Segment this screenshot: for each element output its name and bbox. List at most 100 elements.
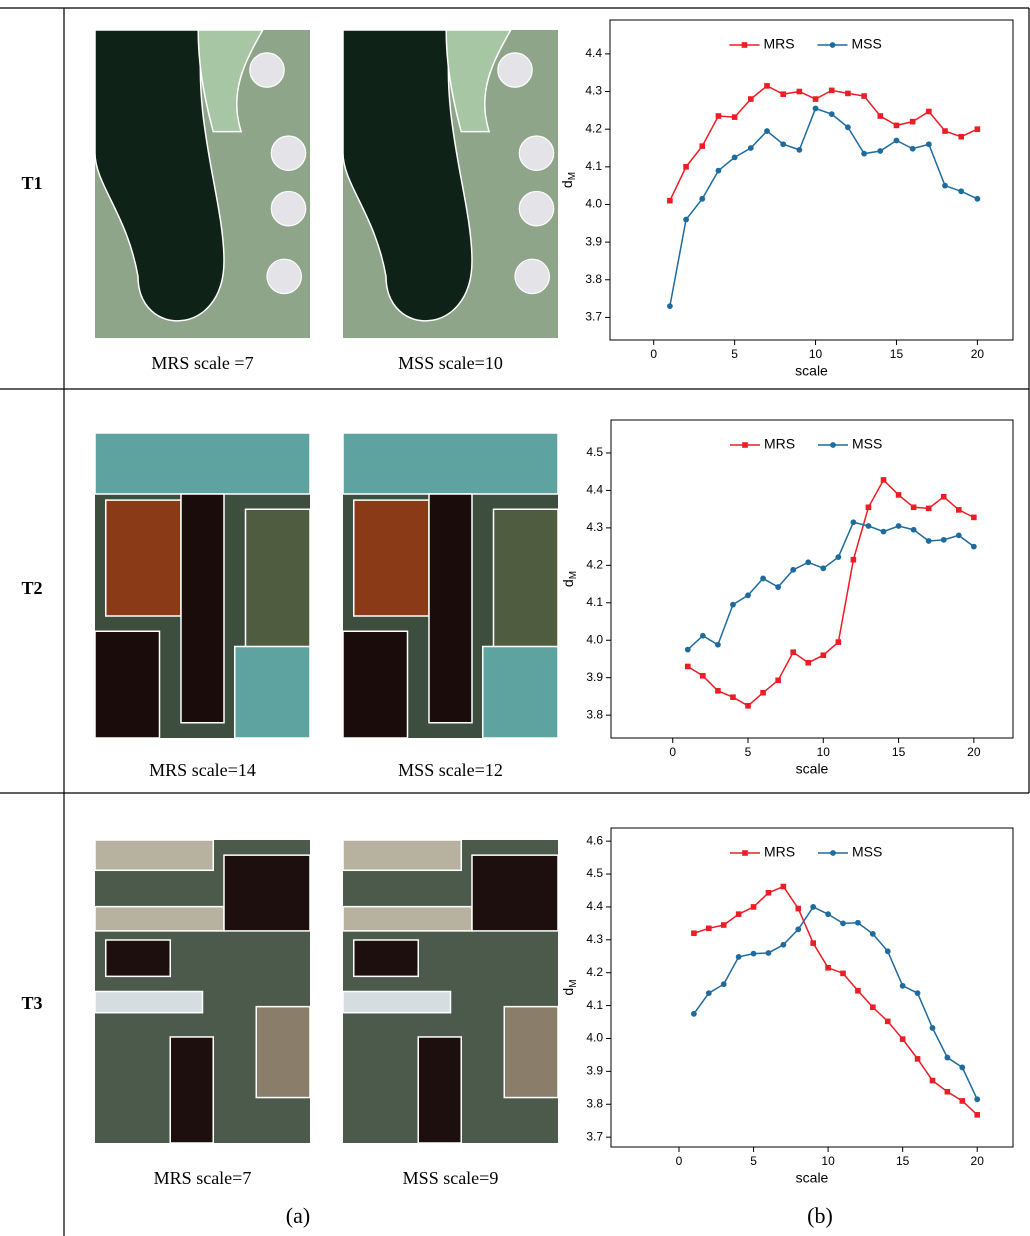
- data-point: [944, 1055, 950, 1061]
- data-point: [941, 494, 947, 500]
- data-point: [706, 926, 712, 932]
- y-axis-title-subscript: M: [568, 979, 579, 987]
- data-point: [797, 89, 803, 95]
- data-point: [685, 664, 691, 670]
- y-axis-title-main: d: [560, 988, 576, 996]
- data-point: [885, 1019, 891, 1025]
- y-axis-title: dM: [559, 172, 578, 188]
- data-point: [930, 1078, 936, 1084]
- y-tick-label: 4.3: [586, 520, 603, 534]
- legend-label: MSS: [852, 436, 882, 452]
- x-tick-label: 5: [731, 347, 738, 361]
- data-point: [861, 151, 867, 157]
- data-point: [716, 168, 722, 174]
- data-point: [780, 942, 786, 948]
- image-region: [95, 992, 203, 1013]
- legend-marker: [830, 42, 836, 48]
- data-point: [745, 703, 751, 709]
- y-axis-title: dM: [560, 571, 579, 587]
- y-tick-label: 4.6: [586, 833, 603, 847]
- data-point: [700, 673, 706, 679]
- data-point: [732, 114, 738, 120]
- data-point: [760, 576, 766, 582]
- data-point: [829, 88, 835, 94]
- data-point: [766, 950, 772, 956]
- y-tick-label: 3.9: [586, 670, 603, 684]
- data-point: [667, 303, 673, 309]
- y-tick-label: 4.1: [586, 595, 603, 609]
- y-tick-label: 3.9: [585, 234, 602, 248]
- data-point: [881, 529, 887, 535]
- image-region: [343, 631, 408, 738]
- image-region: [95, 840, 213, 870]
- data-point: [945, 1089, 951, 1095]
- data-point: [748, 145, 754, 151]
- legend-marker: [742, 442, 748, 448]
- image-region: [170, 1037, 213, 1143]
- data-point: [721, 922, 727, 928]
- data-point: [780, 141, 786, 147]
- data-point: [845, 91, 851, 97]
- x-tick-label: 5: [745, 745, 752, 759]
- data-point: [840, 971, 846, 977]
- y-tick-label: 3.7: [585, 310, 602, 324]
- y-tick-label: 4.5: [586, 445, 603, 459]
- image-region: [343, 907, 472, 931]
- y-axis-title-subscript: M: [568, 571, 579, 579]
- data-point: [851, 557, 857, 563]
- image-region: [235, 647, 310, 739]
- y-tick-label: 4.2: [586, 965, 603, 979]
- data-point: [974, 196, 980, 202]
- data-point: [910, 119, 916, 125]
- data-point: [691, 930, 697, 936]
- y-tick-label: 3.8: [586, 1096, 603, 1110]
- image-region: [519, 136, 553, 170]
- x-tick-label: 0: [676, 1154, 683, 1168]
- data-point: [915, 1056, 921, 1062]
- y-tick-label: 4.0: [585, 197, 602, 211]
- y-axis-title-main: d: [560, 579, 576, 587]
- data-point: [971, 515, 977, 521]
- image-region: [354, 940, 419, 976]
- data-point: [715, 688, 721, 694]
- image-region: [343, 992, 451, 1013]
- row-label: T3: [21, 993, 42, 1013]
- data-point: [699, 196, 705, 202]
- image-region: [224, 855, 310, 931]
- y-tick-label: 3.8: [585, 272, 602, 286]
- data-point: [870, 1004, 876, 1010]
- series-line: [670, 108, 978, 306]
- x-axis-title: scale: [796, 1170, 829, 1186]
- plot-frame: [610, 20, 1013, 340]
- data-point: [885, 948, 891, 954]
- y-axis-title: dM: [560, 979, 579, 995]
- data-point: [790, 567, 796, 573]
- data-point: [974, 1096, 980, 1102]
- x-tick-label: 20: [971, 347, 985, 361]
- data-point: [942, 183, 948, 189]
- data-point: [795, 906, 801, 912]
- data-point: [751, 951, 757, 957]
- data-point: [825, 965, 831, 971]
- data-point: [866, 504, 872, 510]
- data-point: [700, 633, 706, 639]
- legend-marker: [742, 850, 748, 856]
- data-point: [699, 143, 705, 149]
- data-point: [825, 911, 831, 917]
- image-region: [256, 1007, 310, 1098]
- data-point: [795, 926, 801, 932]
- image-caption: MSS scale=12: [398, 760, 503, 780]
- x-tick-label: 10: [817, 745, 831, 759]
- data-point: [930, 1025, 936, 1031]
- data-point: [866, 523, 872, 529]
- data-point: [691, 1011, 697, 1017]
- plot-frame: [611, 420, 1013, 738]
- y-tick-label: 4.4: [585, 46, 602, 60]
- segmentation-image: [95, 30, 310, 338]
- data-point: [855, 988, 861, 994]
- image-region: [515, 259, 549, 293]
- image-region: [343, 433, 558, 494]
- legend-label: MRS: [764, 844, 795, 860]
- data-point: [894, 138, 900, 144]
- y-tick-label: 4.4: [586, 899, 603, 913]
